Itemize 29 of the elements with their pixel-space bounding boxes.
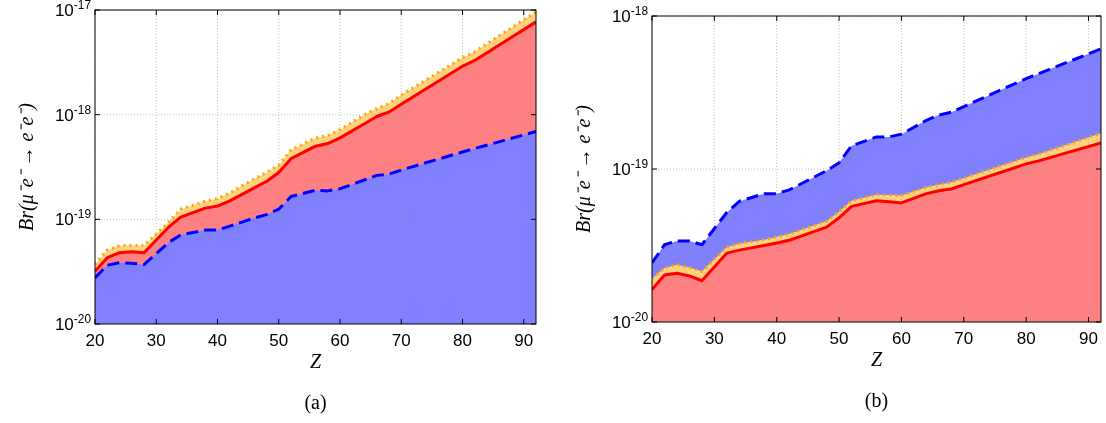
y-tick-label: 10$^{-18}$	[611, 4, 649, 26]
x-tick-label: 40	[208, 331, 227, 350]
y-tick-label: 10$^{-17}$	[54, 0, 92, 20]
x-tick-label: 40	[767, 329, 787, 348]
y-tick-label: 10$^{-19}$	[54, 207, 92, 230]
x-tick-label: 70	[391, 331, 411, 350]
x-tick-label: 50	[269, 331, 289, 350]
x-tick-label: 50	[829, 329, 849, 348]
y-tick-label: 10$^{-18}$	[54, 102, 92, 125]
x-tick-label: 30	[704, 329, 724, 348]
y-tick-label: 10$^{-20}$	[611, 310, 649, 332]
y-tick-label: 10$^{-19}$	[611, 157, 649, 179]
x-tick-label: 80	[453, 331, 472, 350]
x-tick-label: 20	[85, 331, 105, 350]
x-tick-label: 60	[330, 331, 350, 350]
text: (a)	[304, 391, 327, 414]
x-tick-label: 90	[514, 331, 534, 350]
text: (b)	[864, 389, 889, 412]
x-tick-label: 80	[1016, 329, 1036, 348]
y-tick-label: 10$^{-20}$	[54, 312, 92, 334]
x-tick-label: 60	[891, 329, 911, 348]
x-tick-label: 30	[146, 331, 166, 350]
x-tick-label: 20	[642, 329, 662, 348]
y-axis-title: Br(μ⁻e⁻ → e⁻e⁻)	[15, 102, 38, 231]
x-tick-label: 90	[1079, 329, 1098, 348]
x-tick-label: 70	[954, 329, 974, 348]
y-axis-title: Br(μ⁻e⁻ → e⁻e⁻)	[572, 104, 595, 233]
x-axis-title: Z	[309, 350, 322, 372]
x-axis-title: Z	[870, 348, 883, 370]
